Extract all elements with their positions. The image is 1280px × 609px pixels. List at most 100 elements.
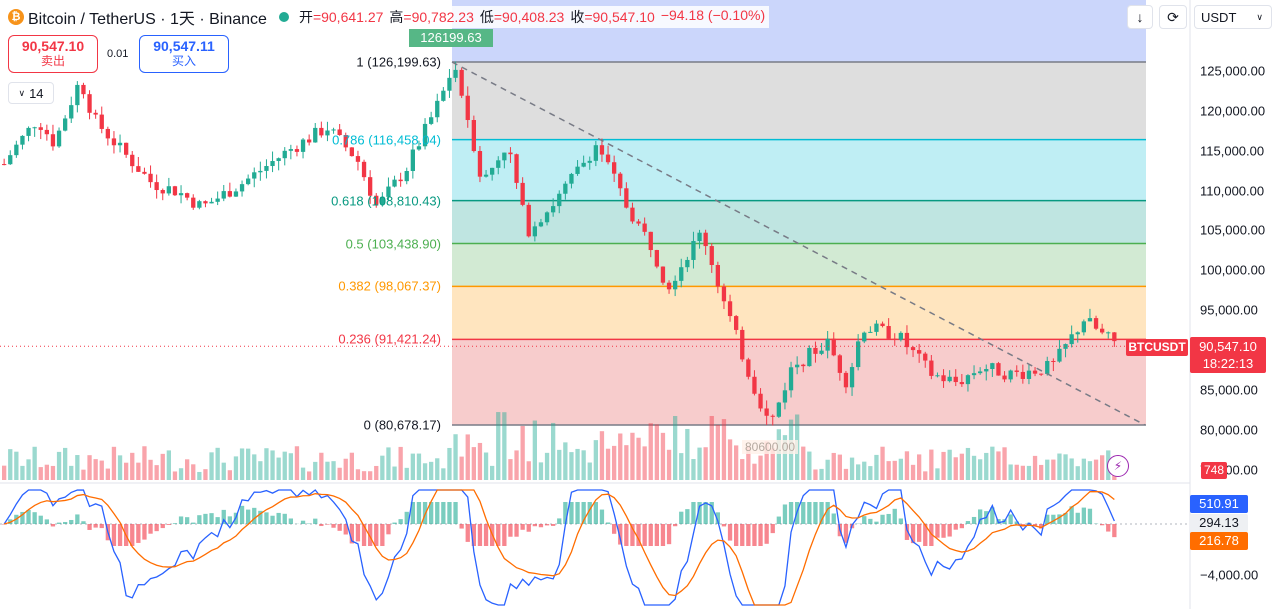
candle-body [782, 390, 788, 403]
candle-body [26, 127, 31, 136]
volume-bar [20, 465, 25, 480]
volume-bar [270, 450, 275, 480]
volume-bar [520, 425, 525, 480]
market-status-icon[interactable] [278, 12, 289, 22]
macd-histogram-bar [349, 524, 354, 544]
candle-body [178, 193, 184, 196]
candle-body [1112, 332, 1117, 342]
scroll-to-latest-button[interactable]: ↓ [1127, 5, 1153, 29]
volume-bar [764, 441, 769, 480]
volume-bar [81, 469, 86, 480]
candle-body [1014, 370, 1019, 372]
volume-bar [947, 449, 952, 480]
fib-band [452, 139, 1146, 201]
candle-body [380, 196, 385, 205]
volume-bar [721, 419, 727, 480]
volume-bar [63, 447, 68, 480]
macd-histogram-bar [923, 524, 928, 546]
macd-histogram-bar [1063, 512, 1068, 524]
macd-histogram-bar [776, 516, 781, 524]
candle-body [148, 173, 153, 183]
volume-bar [746, 445, 751, 480]
candle-body [734, 316, 739, 330]
candle-body [569, 173, 574, 184]
macd-axis-label: −4,000.00 [1200, 567, 1259, 583]
volume-bar [691, 459, 696, 480]
candle-body [307, 139, 312, 143]
buy-button[interactable]: 90,547.11 买入 [139, 35, 229, 73]
volume-bar [209, 452, 214, 480]
candle-body [746, 359, 751, 377]
price-axis-tick: 125,000.00 [1200, 63, 1266, 79]
sell-button[interactable]: 90,547.10 卖出 [8, 35, 98, 73]
indicator-collapse-button[interactable]: ∨ 14 [8, 82, 54, 104]
macd-histogram-bar [569, 502, 574, 524]
candle-body [117, 142, 123, 146]
volume-bar [307, 471, 312, 480]
volume-bar [124, 462, 129, 480]
macd-histogram-bar [429, 502, 434, 524]
candle-body [740, 329, 745, 360]
candle-body [605, 154, 611, 163]
reset-chart-button[interactable]: ⟳ [1159, 5, 1187, 29]
macd-histogram-bar [532, 524, 537, 527]
candle-body [581, 162, 586, 167]
currency-select[interactable]: USDT ∨ [1194, 5, 1272, 29]
candle-body [447, 77, 452, 91]
volume-bar [605, 448, 611, 480]
macd-histogram-bar [99, 524, 104, 529]
volume-bar [1020, 465, 1025, 480]
ohlc-open: 开=90,641.27 [298, 9, 384, 25]
candle-body [349, 147, 354, 157]
macd-signal-tag: 216.78 [1190, 532, 1248, 550]
macd-histogram-bar [666, 524, 672, 545]
macd-histogram-bar [819, 502, 824, 524]
volume-bar [282, 451, 287, 480]
volume-bar [441, 468, 446, 480]
macd-histogram-bar [557, 518, 562, 524]
candle-body [1069, 334, 1074, 345]
volume-bar [618, 433, 623, 480]
fib-band [452, 339, 1146, 425]
candle-body [563, 183, 568, 194]
macd-histogram-bar [142, 524, 147, 540]
candle-body [917, 350, 922, 354]
candle-body [215, 198, 220, 202]
macd-histogram-bar [459, 524, 464, 529]
candle-body [1008, 370, 1013, 380]
volume-bar [50, 465, 56, 480]
candle-body [8, 155, 13, 165]
volume-bar [679, 453, 684, 480]
fib-level-label: 0.786 (116,458.04) [332, 132, 441, 148]
macd-histogram-bar [581, 502, 586, 524]
candle-body [752, 376, 757, 394]
volume-bar [14, 451, 19, 480]
candle-body [69, 105, 74, 119]
volume-bar [849, 457, 855, 480]
macd-histogram-bar [1106, 524, 1111, 532]
volume-bar [502, 412, 507, 480]
volume-bar [136, 462, 141, 480]
macd-histogram-bar [416, 502, 422, 524]
candle-body [75, 84, 80, 106]
current-price: 90,547.10 [1199, 339, 1257, 354]
macd-histogram-bar [721, 524, 727, 527]
volume-bar [459, 456, 464, 480]
candle-body [239, 184, 245, 192]
volume-bar [300, 467, 306, 480]
candle-body [837, 355, 842, 373]
macd-histogram-bar [587, 502, 592, 524]
lightning-icon[interactable]: ⚡ [1107, 455, 1129, 477]
macd-histogram-bar [514, 524, 519, 537]
volume-bar [666, 449, 672, 480]
macd-histogram-bar [44, 519, 49, 524]
candle-body [1063, 344, 1068, 349]
candle-body [105, 128, 110, 139]
candle-body [185, 193, 190, 198]
candle-body [56, 130, 62, 147]
macd-histogram-bar [642, 524, 647, 546]
macd-histogram-bar [93, 524, 98, 528]
symbol-title[interactable]: Bitcoin / TetherUS · 1天 · Binance [28, 11, 267, 28]
